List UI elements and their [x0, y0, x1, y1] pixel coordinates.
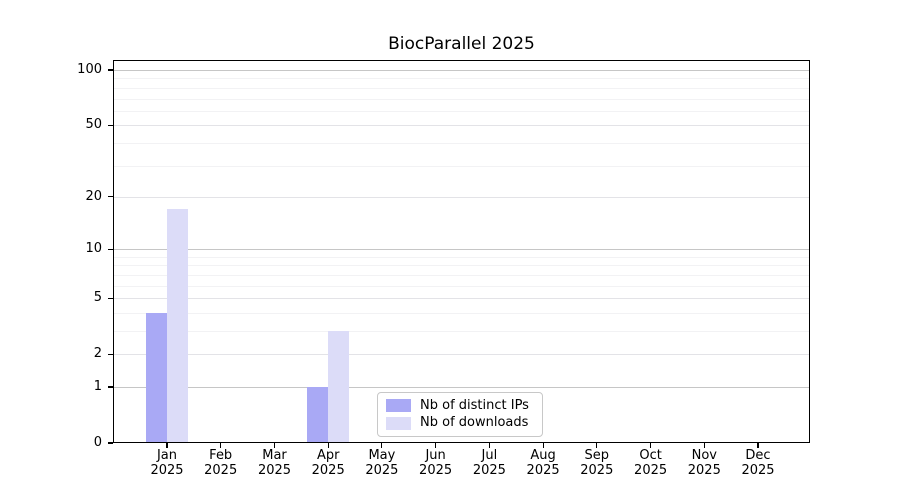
y-tick-mark	[108, 69, 113, 71]
legend-label-downloads: Nb of downloads	[420, 415, 529, 431]
x-tick-mark	[488, 443, 490, 448]
y-tick-label: 10	[85, 241, 102, 257]
y-tick-label: 50	[85, 117, 102, 133]
y-tick-mark	[108, 297, 113, 299]
x-tick-label: Dec 2025	[741, 448, 775, 478]
legend-swatch-distinct-ips	[386, 399, 411, 413]
x-tick-label: Jul 2025	[472, 448, 506, 478]
x-tick-label: Nov 2025	[687, 448, 721, 478]
mid-gridline	[113, 298, 810, 300]
minor-gridline	[113, 98, 810, 100]
minor-gridline	[113, 331, 810, 332]
minor-gridline	[113, 142, 810, 144]
x-tick-mark	[650, 443, 652, 448]
y-tick-mark	[108, 248, 113, 250]
y-tick-mark	[108, 442, 113, 444]
x-tick-mark	[166, 443, 168, 448]
y-tick-mark	[108, 196, 113, 198]
y-tick-label: 5	[93, 290, 102, 306]
x-tick-label: Sep 2025	[580, 448, 614, 478]
x-tick-label: Mar 2025	[257, 448, 292, 478]
x-tick-mark	[542, 443, 544, 448]
bar-distinct-ips-apr	[307, 387, 329, 443]
x-tick-mark	[703, 443, 705, 448]
x-tick-mark	[327, 443, 329, 448]
x-tick-mark	[435, 443, 437, 448]
x-tick-label: Jan 2025	[150, 448, 184, 478]
y-tick-mark	[108, 124, 113, 126]
y-tick-mark	[108, 386, 113, 388]
mid-gridline	[113, 354, 810, 356]
x-tick-mark	[220, 443, 222, 448]
major-gridline	[113, 249, 810, 251]
major-gridline	[113, 70, 810, 71]
x-tick-label: Jun 2025	[419, 448, 453, 478]
minor-gridline	[113, 256, 810, 258]
x-tick-mark	[273, 443, 276, 448]
major-gridline	[113, 387, 810, 388]
x-tick-label: Oct 2025	[634, 448, 668, 478]
chart-title: BiocParallel 2025	[388, 34, 535, 54]
minor-gridline	[113, 285, 810, 287]
y-tick-label: 1	[93, 379, 102, 394]
plot-area	[113, 60, 810, 443]
y-tick-mark	[108, 353, 113, 355]
y-tick-label: 100	[77, 62, 102, 77]
x-tick-label: Apr 2025	[311, 448, 345, 478]
legend-swatch-downloads	[386, 416, 411, 430]
bar-downloads-apr	[328, 331, 350, 443]
minor-gridline	[113, 87, 810, 89]
minor-gridline	[113, 165, 810, 167]
y-tick-label: 20	[85, 188, 102, 204]
mid-gridline	[113, 196, 810, 198]
x-tick-label: Aug 2025	[526, 448, 560, 478]
x-tick-label: May 2025	[365, 448, 399, 478]
minor-gridline	[113, 110, 810, 112]
x-tick-mark	[596, 443, 598, 448]
x-tick-mark	[381, 443, 383, 448]
mid-gridline	[113, 125, 810, 127]
bar-downloads-jan	[167, 209, 188, 443]
y-tick-label: 0	[93, 435, 102, 450]
x-tick-label: Feb 2025	[204, 448, 238, 478]
bar-distinct-ips-jan	[146, 312, 167, 443]
legend-item-downloads: Nb of downloads	[386, 415, 534, 431]
legend-label-distinct-ips: Nb of distinct IPs	[420, 397, 529, 413]
minor-gridline	[113, 265, 810, 267]
minor-gridline	[113, 312, 810, 314]
y-tick-label: 2	[93, 346, 102, 362]
minor-gridline	[113, 274, 810, 276]
legend: Nb of distinct IPs Nb of downloads	[377, 392, 543, 437]
minor-gridline	[113, 78, 810, 80]
legend-item-distinct-ips: Nb of distinct IPs	[386, 398, 534, 414]
x-tick-mark	[757, 443, 759, 448]
